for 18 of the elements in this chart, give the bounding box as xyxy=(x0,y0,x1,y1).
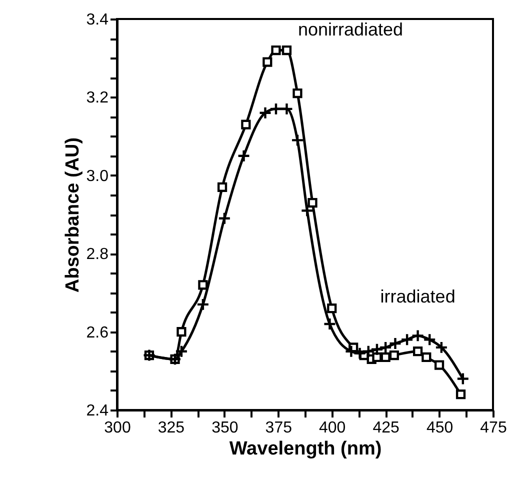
x-tick-label: 300 xyxy=(104,420,131,436)
x-tick-label: 450 xyxy=(426,420,454,436)
y-tick-label: 2.8 xyxy=(86,246,109,264)
x-tick-label: 375 xyxy=(265,420,292,436)
x-tick-label: 350 xyxy=(212,420,238,436)
x-tick-label: 425 xyxy=(372,420,400,436)
series-label: nonirradiated xyxy=(298,19,404,40)
x-tick-label: 475 xyxy=(480,420,507,436)
y-tick-label: 3.0 xyxy=(86,168,109,185)
y-tick-label: 2.4 xyxy=(86,402,109,420)
x-tick-label: 400 xyxy=(319,420,346,436)
y-tick-label: 3.4 xyxy=(86,12,109,28)
y-axis-title: Absorbance (AU) xyxy=(62,137,84,293)
series-label: irradiated xyxy=(380,286,456,307)
y-tick-label: 3.2 xyxy=(86,90,109,107)
x-tick-label: 325 xyxy=(158,420,185,436)
x-axis-title: Wavelength (nm) xyxy=(229,438,382,460)
y-tick-label: 2.6 xyxy=(86,324,109,342)
